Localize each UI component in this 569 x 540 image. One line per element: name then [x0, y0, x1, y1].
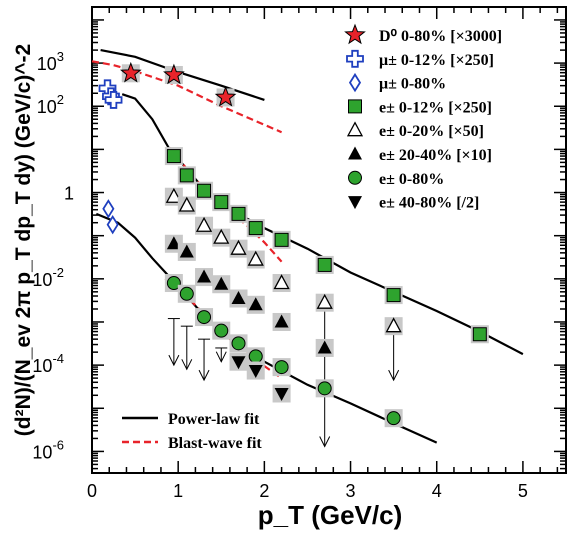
x-tick-label: 4: [432, 481, 442, 501]
data-point: [248, 349, 263, 364]
legend-marker: [348, 99, 362, 114]
fit-legend-label: Blast-wave fit: [168, 435, 262, 452]
series-0: [119, 61, 237, 107]
data-point: [274, 360, 289, 375]
legend-label: e± 0-12% [×250]: [379, 99, 492, 116]
data-point: [472, 327, 487, 342]
legend-marker: [348, 72, 362, 93]
legend-marker: [348, 196, 362, 210]
data-point: [119, 61, 142, 83]
series-4: [164, 187, 403, 336]
legend-label: e± 40-80% [/2]: [379, 195, 479, 212]
legend-label: μ± 0-12% [×250]: [379, 52, 494, 69]
data-point: [274, 314, 289, 328]
data-point: [179, 286, 194, 301]
y-tick-label: 103: [37, 49, 64, 74]
data-point: [195, 216, 213, 232]
data-point: [317, 340, 332, 354]
data-point: [214, 85, 237, 107]
legend-marker: [346, 121, 364, 137]
legend-label: μ± 0-80%: [379, 76, 446, 93]
data-point: [165, 187, 182, 203]
series-6: [164, 274, 403, 428]
y-tick-label: 10-6: [32, 437, 64, 462]
axis-ticks: 0 1 2 3 4 5 103 102 1 10-2 10-4 10-6: [32, 7, 566, 501]
legend-marker: [348, 170, 362, 185]
data-point: [179, 244, 194, 258]
y-tick-label: 102: [37, 92, 64, 117]
data-point: [248, 365, 263, 379]
legend-label: e± 0-80%: [379, 171, 444, 188]
upper-limit-arrowhead: [319, 436, 331, 448]
data-point: [197, 310, 212, 325]
data-point: [104, 91, 123, 109]
data-point: [386, 411, 401, 426]
data-point: [214, 195, 229, 210]
blast-wave-fit-curve: [91, 60, 283, 134]
y-tick-label: 1: [64, 184, 74, 204]
data-point: [214, 323, 229, 338]
series-2: [102, 199, 119, 235]
legend: D⁰ 0-80% [×3000] μ± 0-12% [×250] μ± 0-80% e…: [344, 23, 502, 212]
upper-limit-arrowhead: [168, 354, 180, 367]
legend-marker: [346, 49, 364, 68]
data-point: [178, 196, 195, 212]
data-point: [273, 274, 290, 290]
data-point: [179, 168, 194, 183]
upper-limit-arrowhead: [215, 351, 227, 363]
legend-label: e± 20-40% [×10]: [379, 147, 492, 164]
upper-limit-arrowhead: [198, 369, 210, 382]
data-point: [166, 236, 181, 250]
data-point: [385, 317, 402, 333]
plot-area-border: [91, 6, 567, 474]
x-tick-label: 3: [346, 481, 356, 501]
y-tick-label: 10-4: [32, 351, 64, 376]
legend-marker: [344, 23, 366, 45]
data-point: [274, 388, 289, 402]
plot-frame: [91, 6, 567, 474]
data-point: [231, 336, 246, 351]
data-point: [231, 206, 246, 221]
data-point: [197, 183, 212, 198]
data-point: [247, 250, 264, 266]
series-7: [229, 352, 291, 403]
x-tick-label: 1: [173, 481, 183, 501]
series-5: [164, 234, 334, 357]
data-points: [98, 61, 489, 428]
data-point: [166, 149, 181, 164]
data-point: [274, 232, 289, 247]
data-point: [231, 291, 246, 305]
data-point: [163, 63, 185, 85]
data-point: [248, 221, 263, 236]
data-point: [316, 293, 333, 309]
fit-legend-label: Power-law fit: [168, 411, 260, 428]
data-point: [317, 257, 332, 272]
data-point: [386, 288, 401, 303]
x-tick-label: 2: [259, 481, 269, 501]
fit-legend: Power-law fit Blast-wave fit: [122, 411, 262, 452]
data-point: [248, 297, 263, 311]
upper-limit-arrowhead: [388, 369, 400, 382]
data-point: [231, 356, 246, 370]
data-point: [106, 214, 119, 235]
data-point: [102, 199, 115, 219]
x-tick-label: 0: [87, 481, 97, 501]
data-point: [214, 276, 229, 290]
data-point: [230, 239, 247, 255]
upper-limit-arrowhead: [181, 359, 193, 371]
data-point: [213, 228, 230, 244]
y-tick-label: 10-2: [32, 265, 64, 290]
y-axis-title: (d²N)/(N_ev 2π p_T dp_T dy) (GeV/c)^-2: [12, 44, 35, 436]
legend-label: D⁰ 0-80% [×3000]: [379, 28, 502, 45]
data-point: [197, 269, 212, 283]
x-axis-title: p_T (GeV/c): [258, 500, 402, 530]
series-1: [98, 79, 123, 109]
data-point: [317, 381, 332, 396]
legend-marker: [348, 146, 362, 160]
x-tick-label: 5: [518, 481, 528, 501]
data-point: [166, 276, 181, 291]
series-3: [164, 147, 489, 344]
legend-label: e± 0-20% [×50]: [379, 123, 484, 140]
